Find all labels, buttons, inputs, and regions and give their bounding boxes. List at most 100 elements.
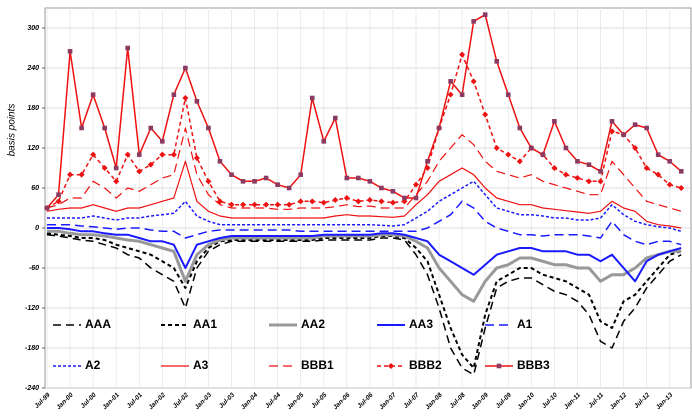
x-tick-label: Jan-07 — [378, 391, 398, 411]
marker — [563, 145, 569, 151]
marker — [667, 159, 673, 164]
legend-label: BBB3 — [517, 358, 550, 372]
marker — [321, 139, 327, 144]
marker — [643, 165, 650, 171]
marker — [529, 145, 534, 151]
marker — [124, 151, 131, 158]
y-tick-label: 240 — [26, 65, 39, 72]
marker — [356, 175, 361, 181]
marker — [90, 92, 96, 97]
marker — [562, 171, 569, 178]
marker — [390, 189, 396, 194]
marker — [90, 151, 97, 158]
y-tick-label: 300 — [27, 25, 39, 32]
marker — [505, 151, 512, 158]
x-tick-label: Jul-01 — [126, 391, 145, 410]
marker — [447, 91, 454, 98]
y-tick-label: 60 — [31, 185, 39, 192]
marker — [240, 179, 246, 184]
x-tick-label: Jan-13 — [655, 391, 675, 411]
y-axis-label: basis points — [7, 104, 18, 157]
marker — [182, 95, 189, 101]
marker — [79, 125, 84, 131]
x-tick-label: Jan-10 — [516, 391, 536, 411]
y-tick-label: -120 — [25, 305, 39, 312]
marker — [459, 51, 466, 58]
x-tick-label: Jan-02 — [147, 391, 167, 411]
x-tick-label: Jan-12 — [609, 391, 629, 411]
series-line — [47, 180, 682, 233]
marker — [171, 92, 177, 97]
marker — [344, 175, 350, 181]
legend-label: A2 — [85, 358, 101, 372]
series-line — [46, 160, 682, 229]
x-tick-label: Jan-01 — [101, 391, 121, 411]
marker — [160, 139, 165, 144]
marker — [252, 179, 257, 184]
marker — [286, 185, 292, 191]
marker — [170, 151, 177, 158]
marker — [274, 201, 281, 208]
marker — [240, 201, 247, 208]
marker — [309, 95, 315, 101]
marker — [67, 49, 73, 54]
x-tick-label: Jul-04 — [264, 391, 283, 410]
x-tick-label: Jan-08 — [424, 391, 444, 411]
marker — [193, 155, 200, 161]
marker — [379, 185, 384, 191]
marker — [286, 201, 293, 208]
marker — [113, 165, 119, 171]
legend-label: BBB1 — [301, 358, 334, 372]
marker — [644, 125, 649, 131]
marker — [598, 169, 603, 174]
marker — [367, 179, 373, 184]
legend-label: AA1 — [193, 317, 217, 331]
marker — [459, 92, 465, 97]
marker — [251, 201, 258, 208]
x-tick-label: Jan-09 — [470, 391, 490, 411]
marker — [229, 172, 234, 177]
legend-label: A3 — [193, 358, 209, 372]
marker — [205, 178, 212, 185]
marker — [275, 182, 280, 187]
marker — [575, 159, 580, 164]
marker — [159, 151, 166, 158]
marker — [320, 199, 327, 206]
marker — [413, 195, 419, 201]
marker — [425, 159, 430, 164]
marker — [517, 125, 523, 131]
marker — [343, 195, 350, 201]
marker — [78, 171, 85, 178]
marker — [206, 125, 211, 131]
marker — [298, 172, 303, 177]
y-tick-label: -180 — [25, 345, 39, 352]
marker — [585, 178, 592, 185]
marker — [55, 198, 62, 205]
x-tick-label: Jan-00 — [55, 391, 75, 411]
marker — [217, 159, 223, 164]
marker — [183, 65, 188, 71]
marker — [632, 145, 639, 151]
x-tick-label: Jul-03 — [218, 391, 237, 410]
series-line — [47, 200, 682, 246]
x-tick-label: Jul-10 — [541, 391, 560, 410]
marker — [263, 175, 269, 181]
x-tick-label: Jan-11 — [563, 391, 582, 410]
series-line — [47, 229, 682, 303]
y-tick-label: -240 — [25, 385, 39, 392]
marker — [448, 79, 453, 84]
marker — [355, 198, 362, 205]
marker — [552, 119, 557, 124]
marker — [309, 198, 316, 205]
marker — [655, 171, 662, 178]
marker — [378, 198, 385, 205]
x-tick-label: Jul-06 — [356, 391, 375, 410]
legend-label: A1 — [517, 317, 533, 331]
marker — [621, 132, 626, 137]
legend-label: AA3 — [409, 317, 433, 331]
marker — [666, 181, 673, 188]
marker — [113, 178, 120, 185]
x-tick-label: Jul-11 — [587, 391, 605, 409]
marker — [540, 152, 546, 157]
marker — [678, 169, 684, 174]
